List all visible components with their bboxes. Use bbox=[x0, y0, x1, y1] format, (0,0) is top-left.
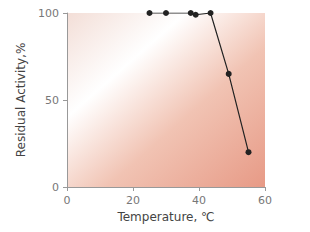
svg-text:40: 40 bbox=[192, 194, 206, 207]
svg-text:0: 0 bbox=[52, 181, 59, 194]
svg-text:Residual Activity,%: Residual Activity,% bbox=[14, 43, 28, 158]
svg-text:20: 20 bbox=[126, 194, 140, 207]
svg-text:100: 100 bbox=[38, 7, 59, 20]
svg-text:60: 60 bbox=[258, 194, 272, 207]
svg-text:50: 50 bbox=[45, 94, 59, 107]
svg-text:0: 0 bbox=[64, 194, 71, 207]
svg-text:Temperature, ℃: Temperature, ℃ bbox=[116, 210, 214, 224]
